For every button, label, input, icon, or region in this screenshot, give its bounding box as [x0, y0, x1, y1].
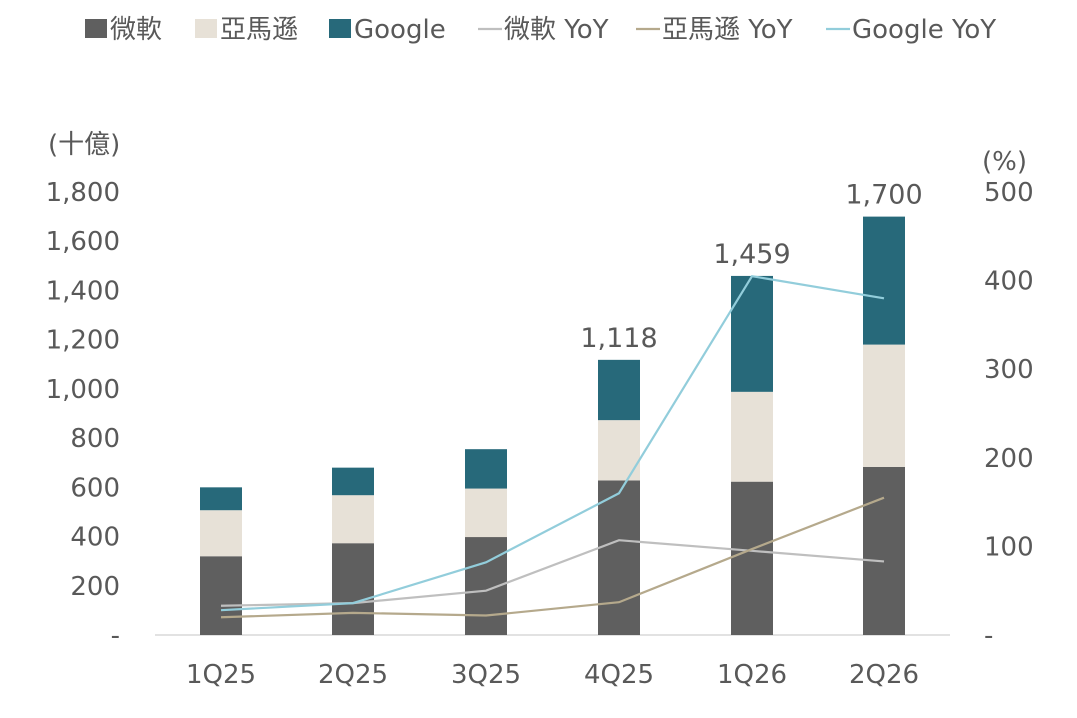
bar-microsoft: [200, 556, 242, 635]
legend-amazon-swatch: [195, 19, 217, 38]
legend-google-yoy-label: Google YoY: [852, 15, 996, 45]
total-data-label: 1,459: [713, 239, 790, 270]
y-right-unit-label: (%): [982, 147, 1027, 177]
y-left-tick-label: 400: [70, 523, 120, 553]
bar-google: [465, 449, 507, 489]
y-left-tick-label: -: [111, 621, 120, 651]
bar-google: [731, 275, 773, 392]
legend-microsoft-yoy-label: 微軟 YoY: [504, 15, 609, 45]
bar-amazon: [200, 510, 242, 557]
bar-google: [200, 487, 242, 511]
y-left-tick-label: 1,600: [46, 227, 120, 257]
legend-google-swatch: [329, 19, 351, 38]
legend-microsoft-swatch: [85, 19, 107, 38]
bar-amazon: [863, 344, 905, 467]
bar-google: [332, 467, 374, 496]
x-tick-label: 2Q26: [849, 660, 919, 690]
y-left-unit-label: (十億): [48, 130, 120, 160]
y-right-tick-label: 400: [984, 267, 1034, 297]
x-tick-label: 1Q25: [186, 660, 256, 690]
x-tick-label: 3Q25: [451, 660, 521, 690]
bar-amazon: [332, 495, 374, 544]
total-data-label: 1,700: [845, 180, 922, 211]
y-right-tick-label: 200: [984, 444, 1034, 474]
bar-amazon: [465, 488, 507, 538]
bar-microsoft: [863, 466, 905, 635]
x-tick-label: 1Q26: [717, 660, 787, 690]
x-tick-label: 2Q25: [318, 660, 388, 690]
y-left-tick-label: 1,800: [46, 178, 120, 208]
y-right-tick-label: -: [984, 621, 993, 651]
y-right-tick-label: 500: [984, 178, 1034, 208]
bar-google: [598, 359, 640, 421]
y-left-tick-label: 800: [70, 424, 120, 454]
y-left-tick-label: 200: [70, 572, 120, 602]
y-left-tick-label: 1,400: [46, 276, 120, 306]
amazon-yoy-line: [220, 496, 885, 619]
y-right-tick-label: 300: [984, 355, 1034, 385]
y-left-tick-label: 1,200: [46, 326, 120, 356]
bar-google: [863, 216, 905, 345]
microsoft-yoy-line: [220, 539, 885, 607]
y-left-tick-label: 1,000: [46, 375, 120, 405]
bar-microsoft: [731, 481, 773, 635]
y-left-tick-label: 600: [70, 473, 120, 503]
y-right-tick-label: 100: [984, 532, 1034, 562]
bar-microsoft: [332, 543, 374, 635]
legend-microsoft-label: 微軟: [110, 15, 162, 45]
legend-amazon-label: 亞馬遜: [220, 15, 298, 45]
bar-amazon: [731, 391, 773, 482]
legend-amazon-yoy-label: 亞馬遜 YoY: [662, 15, 793, 45]
x-tick-label: 4Q25: [584, 660, 654, 690]
bar-microsoft: [598, 480, 640, 635]
legend-google-label: Google: [354, 15, 446, 45]
bar-amazon: [598, 420, 640, 481]
google-yoy-line: [220, 274, 885, 612]
total-data-label: 1,118: [580, 323, 657, 354]
